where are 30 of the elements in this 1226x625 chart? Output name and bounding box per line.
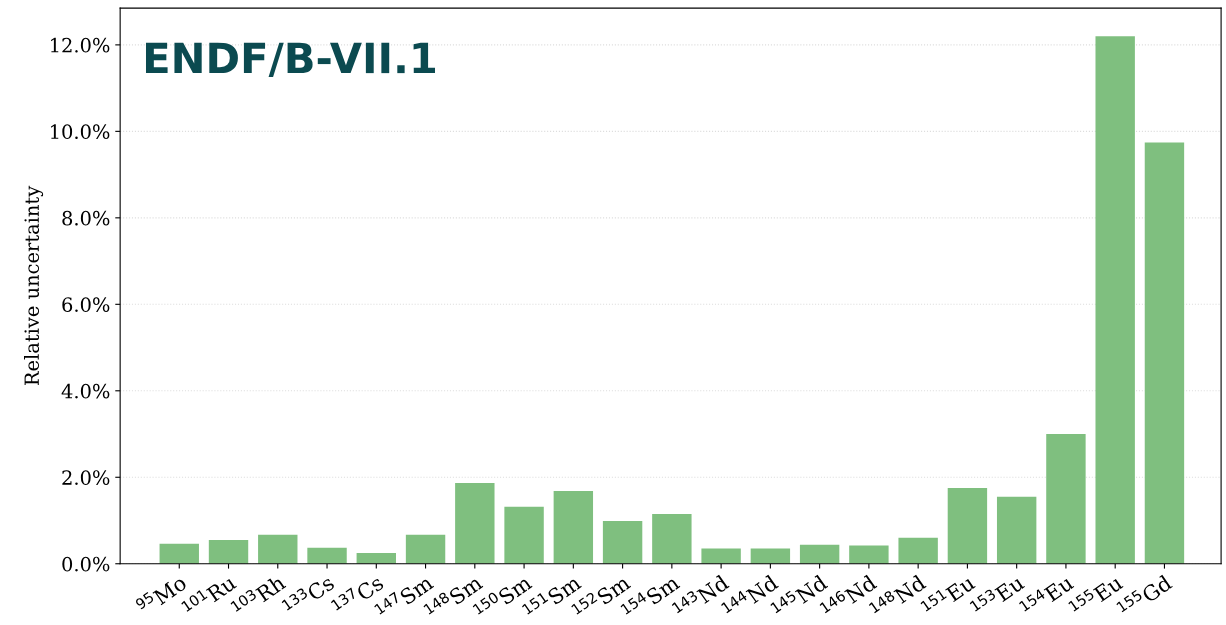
bar [208, 539, 249, 564]
bar [553, 491, 594, 564]
bar [356, 552, 396, 564]
y-tick-label: 2.0% [62, 470, 110, 485]
bar [307, 547, 347, 564]
bar [701, 548, 741, 564]
bar [750, 548, 791, 564]
text: ENDF/B-VII.1 [146, 42, 436, 77]
y-tick-label: 8.0% [62, 210, 110, 226]
bar [849, 545, 889, 564]
bar [455, 482, 495, 564]
bar [602, 520, 643, 564]
bar [504, 506, 544, 564]
bar [159, 543, 199, 564]
bar [898, 537, 938, 564]
bar [1144, 142, 1185, 564]
y-tick-label: 12.0% [51, 37, 110, 53]
y-tick-label: 0.0% [62, 556, 110, 572]
y-tick-label: 10.0% [51, 124, 110, 140]
bar [799, 544, 840, 564]
bar [1095, 36, 1135, 564]
bar [996, 496, 1037, 564]
bar [652, 514, 692, 564]
y-tick-label: 4.0% [61, 383, 110, 399]
bar [947, 488, 988, 564]
bar [405, 534, 446, 564]
bar [1046, 434, 1086, 564]
y-tick-label: 6.0% [62, 297, 110, 312]
y-axis-title: Relative uncertainty [24, 185, 44, 386]
bar [258, 534, 298, 564]
